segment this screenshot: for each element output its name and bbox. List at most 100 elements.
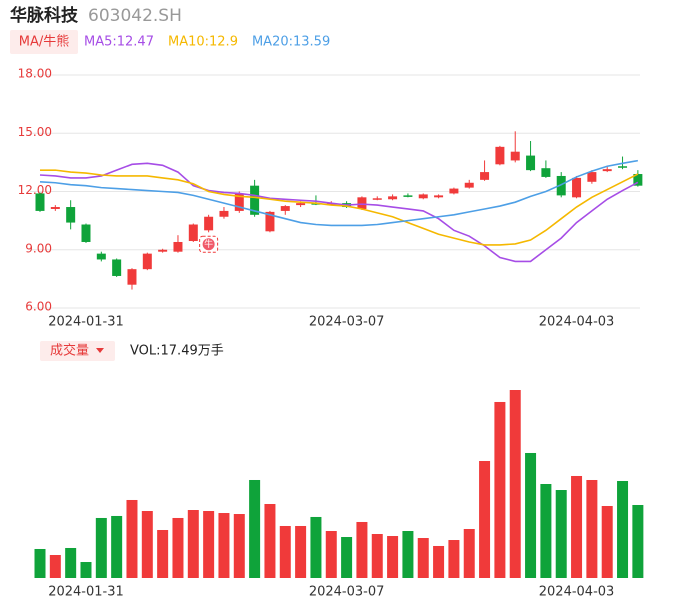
candle-body (142, 253, 152, 270)
candle-body (464, 182, 474, 188)
candle-body (618, 166, 628, 168)
candle-body (541, 168, 551, 177)
candle-body (602, 169, 612, 172)
volume-bar (95, 517, 107, 578)
x-tick-label: 2024-04-03 (539, 585, 615, 600)
candle-body (449, 188, 459, 194)
volume-bar (479, 461, 491, 578)
volume-value: VOL:17.49万手 (130, 344, 224, 359)
ma-line (39, 162, 639, 263)
volume-bar (295, 525, 307, 578)
volume-bar (494, 401, 506, 578)
volume-bar (172, 517, 184, 578)
candle-body (495, 146, 505, 165)
candle-body (357, 197, 367, 209)
annotation-dot (202, 238, 215, 251)
volume-bar (218, 513, 230, 578)
volume-button[interactable] (40, 341, 115, 361)
candle-body (296, 203, 306, 206)
y-tick-label: 15.00 (18, 125, 52, 139)
legend-entry: MA20:13.59 (252, 35, 330, 50)
volume-label[interactable]: 成交量 (50, 343, 89, 359)
volume-bar (540, 484, 552, 578)
candle-body (112, 259, 122, 276)
volume-bar (233, 514, 245, 578)
volume-bar (187, 510, 199, 578)
candle-body (158, 249, 168, 252)
legend-entry: MA10:12.9 (168, 35, 238, 50)
volume-bar (34, 548, 46, 578)
indicator-button[interactable] (10, 30, 78, 54)
volume-bar (65, 547, 77, 578)
candle-body (188, 224, 198, 242)
candle-body (587, 172, 597, 182)
volume-bar (463, 528, 475, 578)
candle-body (280, 206, 290, 211)
x-tick-label: 2024-03-07 (309, 585, 385, 600)
volume-bar (387, 536, 399, 578)
candle-body (50, 207, 60, 209)
candle-body (510, 151, 520, 161)
volume-bar (49, 555, 61, 578)
volume-bar (249, 479, 261, 578)
y-tick-label: 6.00 (25, 300, 52, 314)
volume-bar (203, 511, 215, 578)
legend: MA5:12.47 MA10:12.9 MA20:13.59 (84, 35, 330, 50)
volume-bar (341, 537, 353, 578)
volume-bar (126, 499, 138, 578)
volume-bar (325, 531, 337, 578)
volume-bar (571, 475, 583, 578)
volume-bar (555, 490, 567, 578)
y-tick-label: 12.00 (18, 183, 52, 197)
candle-body (66, 207, 76, 223)
candle-body (234, 193, 244, 211)
ma-line (40, 169, 639, 246)
volume-bar (586, 479, 598, 578)
volume-bar (111, 515, 123, 578)
volume-bar (417, 538, 429, 578)
legend-entry: MA5:12.47 (84, 35, 154, 50)
volume-bar (279, 525, 291, 578)
volume-bar (371, 534, 383, 578)
candle-body (219, 210, 229, 217)
candle-body (388, 196, 398, 200)
volume-bar (509, 390, 521, 578)
annotation-text: 牛 (204, 238, 213, 250)
candle-body (526, 155, 536, 171)
volume-bar (433, 545, 445, 578)
stock-code: 603042.SH (88, 6, 182, 26)
y-tick-label: 18.00 (18, 67, 52, 81)
volume-bar (264, 503, 276, 578)
candle-body (35, 193, 45, 211)
indicator-label[interactable]: MA/牛熊 (19, 34, 70, 50)
stock-name: 华脉科技 (10, 5, 79, 26)
volume-bar (356, 521, 368, 578)
candle-body (572, 177, 582, 198)
x-tick-label: 2024-04-03 (539, 315, 615, 330)
candle-body (403, 195, 413, 197)
candle-body (480, 172, 490, 180)
volume-bar (448, 540, 460, 578)
candle-body (556, 175, 566, 196)
candle-body (633, 174, 643, 186)
volume-bar (601, 505, 613, 578)
volume-bar (632, 504, 644, 578)
volume-bar (157, 529, 169, 578)
candle-body (96, 253, 106, 260)
volume-bar (617, 480, 629, 578)
candle-body (434, 195, 444, 198)
candle-body (250, 185, 260, 215)
dropdown-arrow[interactable] (96, 348, 104, 353)
candle-body (372, 198, 382, 200)
candle-body (418, 194, 428, 199)
volume-bar (141, 511, 153, 578)
volume-bar (80, 562, 92, 578)
candle-body (81, 224, 91, 242)
candle-body (204, 216, 214, 231)
candle-body (127, 269, 137, 285)
candle-body (265, 211, 275, 232)
x-tick-label: 2024-01-31 (48, 585, 124, 600)
volume-bar (525, 452, 537, 578)
candle-body (173, 241, 183, 252)
